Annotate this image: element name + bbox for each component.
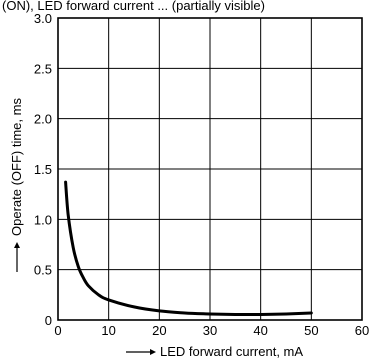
x-arrow-icon	[150, 349, 156, 355]
x-tick-labels: 0 10 20 30 40 50 60	[54, 323, 369, 338]
plot-frame	[57, 17, 363, 321]
grid	[58, 18, 362, 320]
y-tick-label: 0	[45, 313, 52, 328]
series-line	[64, 180, 313, 316]
y-tick-label: 0.5	[34, 263, 52, 278]
y-tick-label: 1.5	[34, 162, 52, 177]
top-caption: (ON), LED forward current ... (partially…	[2, 0, 265, 13]
y-tick-label: 3.0	[34, 11, 52, 26]
x-tick-label: 0	[54, 323, 61, 338]
y-tick-labels: 0 0.5 1.0 1.5 2.0 2.5 3.0	[34, 11, 52, 328]
y-axis-label: Operate (OFF) time, ms	[9, 98, 24, 236]
y-tick-label: 2.5	[34, 61, 52, 76]
x-tick-label: 10	[101, 323, 115, 338]
x-axis-label-group: LED forward current, mA	[126, 344, 303, 358]
x-tick-label: 60	[355, 323, 369, 338]
x-tick-label: 30	[203, 323, 217, 338]
y-axis-label-group: Operate (OFF) time, ms	[9, 98, 24, 272]
x-tick-label: 40	[253, 323, 267, 338]
x-axis-label: LED forward current, mA	[160, 344, 303, 358]
x-tick-label: 20	[152, 323, 166, 338]
y-arrow-icon	[14, 242, 20, 248]
y-tick-label: 2.0	[34, 112, 52, 127]
x-tick-label: 50	[304, 323, 318, 338]
y-tick-label: 1.0	[34, 212, 52, 227]
